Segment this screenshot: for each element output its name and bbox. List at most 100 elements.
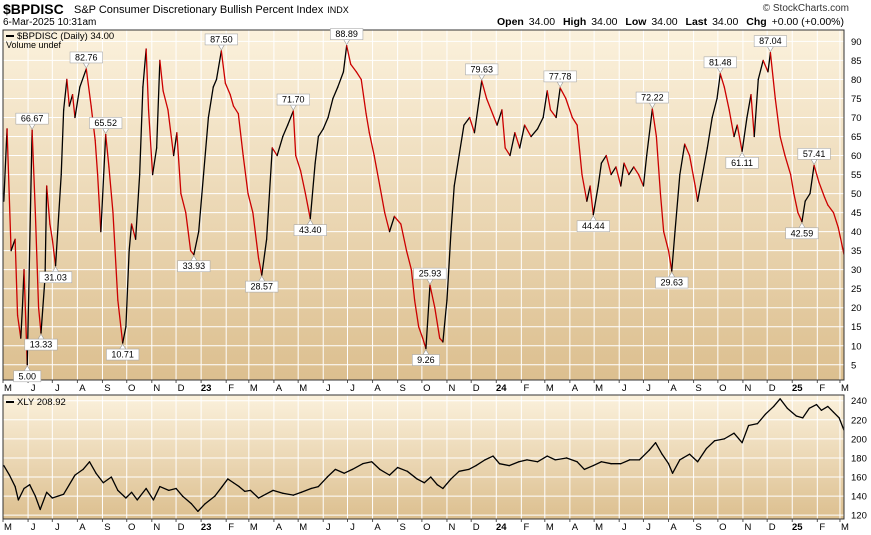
series-segment <box>723 86 730 111</box>
bpdisc-panel: 5 10 15 20 25 30 35 40 45 50 55 60 65 70 75 80 85 90 M J J A S… <box>2 28 862 394</box>
series-segment <box>346 44 352 65</box>
series-segment <box>774 97 781 138</box>
series-segment <box>136 487 147 501</box>
series-segment <box>542 90 548 119</box>
series-segment <box>88 461 97 474</box>
series-segment <box>26 129 33 366</box>
series-segment <box>583 464 594 471</box>
series-segment <box>468 464 477 471</box>
series-segment <box>838 417 844 431</box>
series-segment <box>633 166 640 176</box>
annotation-box <box>576 220 610 233</box>
series-segment <box>44 185 48 278</box>
series-segment <box>571 116 578 126</box>
series-segment <box>655 135 662 195</box>
series-segment <box>501 109 506 149</box>
series-segment <box>694 185 699 202</box>
series-segment <box>450 185 455 233</box>
x-tick-label: A <box>374 522 381 533</box>
x-tick-label: J <box>326 383 331 394</box>
series-segment <box>95 472 104 484</box>
xly-series-line <box>3 398 844 513</box>
series-segment <box>504 147 511 157</box>
x-tick-label: M <box>4 522 12 533</box>
series-segment <box>212 78 218 88</box>
xly-panel: 120 140 160 180 200 220 240 M J J A S O N D 23 F M A M J J A S O… <box>2 394 867 533</box>
series-segment <box>51 493 65 499</box>
series-segment <box>108 166 114 214</box>
series-segment <box>637 173 645 187</box>
annotation-box <box>245 280 279 293</box>
x-tick-label: O <box>128 522 135 533</box>
series-segment <box>292 110 297 157</box>
series-segment <box>696 173 704 202</box>
series-segment <box>249 489 260 499</box>
series-segment <box>827 405 835 413</box>
x-tick-label: M <box>841 383 849 394</box>
series-segment <box>661 453 670 465</box>
annotation-label: 81.48 <box>709 57 732 67</box>
series-segment <box>327 97 334 119</box>
x-tick-label: J <box>31 522 36 533</box>
series-segment <box>592 185 599 216</box>
series-segment <box>565 457 578 463</box>
series-segment <box>820 405 829 411</box>
series-segment <box>642 154 648 187</box>
x-tick-label: A <box>572 383 579 394</box>
x-tick-label: J <box>350 522 355 533</box>
y-tick-label: 70 <box>851 113 862 124</box>
series-segment <box>589 185 594 216</box>
series-segment <box>292 491 303 496</box>
series-segment <box>276 135 284 157</box>
series-segment <box>719 73 725 88</box>
xly-border <box>2 394 845 520</box>
annotation-label: 28.57 <box>251 282 274 292</box>
series-segment <box>789 173 795 195</box>
series-segment <box>337 71 345 88</box>
series-segment <box>71 94 76 119</box>
series-segment <box>746 94 752 119</box>
series-segment <box>526 459 539 463</box>
annotation-label: 65.52 <box>94 118 117 128</box>
series-segment <box>197 503 206 513</box>
y-tick-label: 120 <box>851 511 867 522</box>
series-segment <box>423 476 432 484</box>
series-segment <box>100 133 107 233</box>
series-segment <box>667 463 674 474</box>
series-segment <box>271 147 278 157</box>
series-segment <box>555 87 561 119</box>
series-segment <box>837 227 844 256</box>
x-tick-label: A <box>374 383 381 394</box>
series-segment <box>747 422 759 427</box>
x-tick-label: N <box>449 383 456 394</box>
series-segment <box>332 86 339 100</box>
series-segment <box>168 487 177 492</box>
series-segment <box>417 326 424 339</box>
series-segment <box>125 250 130 328</box>
series-segment <box>14 238 19 316</box>
x-tick-label: 25 <box>792 522 803 533</box>
series-segment <box>667 250 673 272</box>
annotation-box <box>24 338 58 351</box>
xly-legend-label: XLY 208.92 <box>17 397 66 408</box>
series-segment <box>815 403 823 411</box>
y-tick-label: 40 <box>851 227 862 238</box>
series-segment <box>355 71 362 81</box>
series-segment <box>180 192 187 214</box>
series-segment <box>453 154 460 187</box>
x-tick-label: J <box>55 522 60 533</box>
series-segment <box>559 87 567 100</box>
y-tick-label: 55 <box>851 170 862 181</box>
x-tick-label: S <box>399 522 405 533</box>
series-segment <box>54 173 62 267</box>
open-value: 34.00 <box>528 16 556 28</box>
x-tick-label: D <box>473 383 480 394</box>
series-segment <box>536 116 544 130</box>
series-segment <box>576 124 583 176</box>
series-segment <box>405 250 413 271</box>
series-segment <box>605 154 612 176</box>
x-tick-label: J <box>55 383 60 394</box>
series-segment <box>122 326 127 344</box>
series-segment <box>684 143 691 157</box>
series-segment <box>6 128 12 252</box>
